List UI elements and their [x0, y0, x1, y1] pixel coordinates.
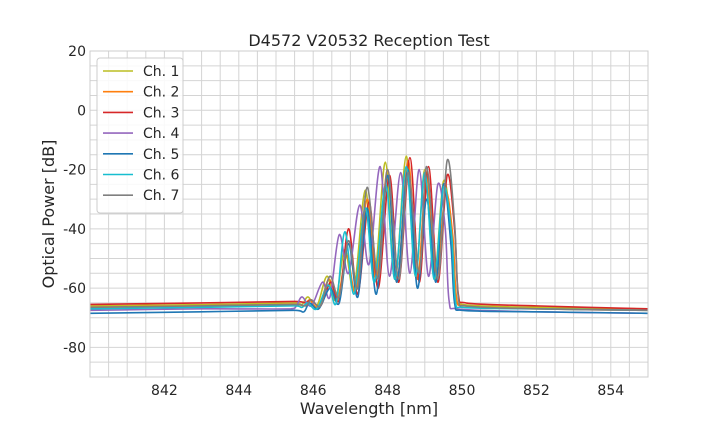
x-tick-label: 854	[597, 383, 624, 399]
y-tick-labels: -80 -60 -40 -20 0 20	[63, 44, 86, 356]
x-tick-label: 852	[523, 383, 550, 399]
x-tick-label: 846	[300, 383, 327, 399]
x-axis-label: Wavelength [nm]	[300, 399, 438, 418]
legend-label-ch4: Ch. 4	[143, 126, 180, 142]
x-tick-label: 844	[225, 383, 252, 399]
y-tick-label: -20	[63, 163, 86, 179]
legend-label-ch7: Ch. 7	[143, 188, 179, 204]
y-tick-label: 0	[77, 103, 86, 119]
x-tick-labels: 842 844 846 848 850 852 854	[151, 383, 624, 399]
x-tick-label: 850	[449, 383, 476, 399]
legend-label-ch5: Ch. 5	[143, 147, 179, 163]
legend-label-ch2: Ch. 2	[143, 85, 179, 101]
y-tick-label: -80	[63, 340, 86, 356]
series-line-ch7	[89, 158, 649, 312]
series-line-ch4	[89, 165, 649, 315]
legend-label-ch3: Ch. 3	[143, 105, 179, 121]
y-tick-label: -40	[63, 222, 86, 238]
chart-title: D4572 V20532 Reception Test	[248, 31, 489, 50]
y-axis-label: Optical Power [dB]	[39, 140, 58, 289]
x-tick-label: 842	[151, 383, 178, 399]
series-line-ch5	[89, 168, 649, 315]
series-lines	[89, 155, 649, 315]
legend-label-ch6: Ch. 6	[143, 168, 180, 184]
legend: Ch. 1 Ch. 2 Ch. 3 Ch. 4 Ch. 5 Ch. 6 Ch. 7	[96, 57, 184, 214]
x-tick-label: 848	[374, 383, 401, 399]
plot-frame	[89, 50, 649, 378]
legend-label-ch1: Ch. 1	[143, 64, 179, 80]
y-tick-label: 20	[68, 44, 86, 60]
y-tick-label: -60	[63, 281, 86, 297]
